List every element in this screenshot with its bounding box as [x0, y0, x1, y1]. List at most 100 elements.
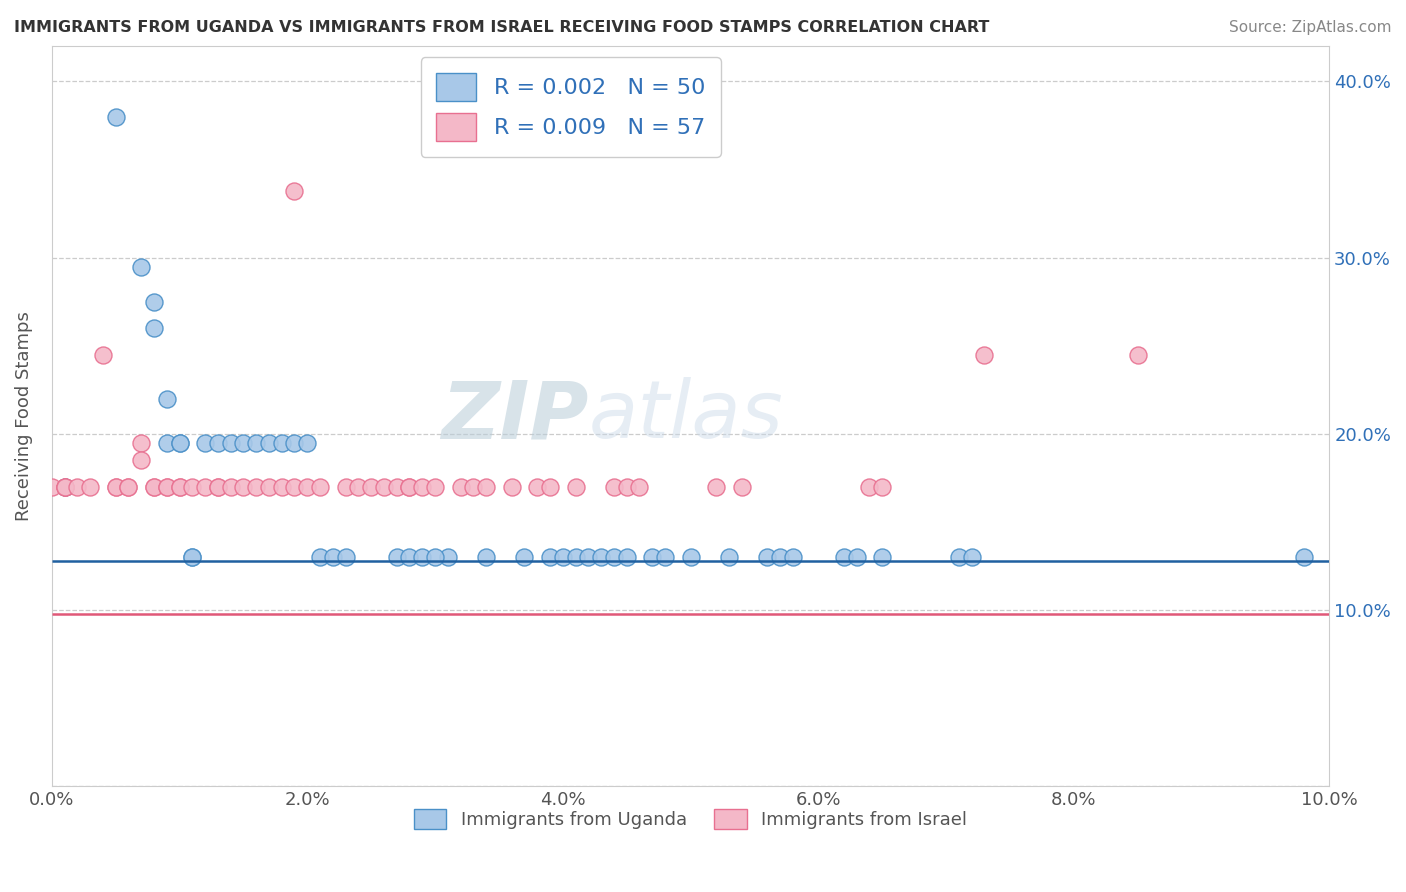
Point: [194, 435, 217, 450]
Point: [513, 550, 536, 565]
Point: [858, 480, 880, 494]
Point: [564, 550, 586, 565]
Point: [79, 480, 101, 494]
Point: [104, 480, 127, 494]
Point: [232, 435, 254, 450]
Point: [347, 480, 370, 494]
Point: [679, 550, 702, 565]
Point: [257, 435, 280, 450]
Point: [142, 480, 165, 494]
Point: [207, 480, 229, 494]
Point: [948, 550, 970, 565]
Point: [436, 550, 458, 565]
Point: [538, 480, 561, 494]
Point: [245, 480, 267, 494]
Point: [717, 550, 740, 565]
Point: [181, 550, 204, 565]
Point: [207, 480, 229, 494]
Point: [1126, 348, 1149, 362]
Point: [53, 480, 76, 494]
Point: [973, 348, 995, 362]
Point: [91, 348, 114, 362]
Point: [245, 435, 267, 450]
Point: [283, 435, 305, 450]
Point: [398, 480, 420, 494]
Point: [450, 480, 472, 494]
Point: [591, 550, 613, 565]
Point: [628, 480, 651, 494]
Point: [194, 480, 217, 494]
Point: [475, 550, 498, 565]
Point: [526, 480, 548, 494]
Point: [169, 435, 191, 450]
Point: [845, 550, 868, 565]
Point: [704, 480, 727, 494]
Point: [129, 260, 152, 274]
Point: [66, 480, 89, 494]
Point: [156, 435, 179, 450]
Point: [423, 480, 446, 494]
Point: [641, 550, 664, 565]
Point: [398, 480, 420, 494]
Point: [960, 550, 983, 565]
Point: [309, 550, 332, 565]
Point: [385, 550, 408, 565]
Point: [654, 550, 676, 565]
Point: [411, 550, 433, 565]
Point: [232, 480, 254, 494]
Point: [142, 480, 165, 494]
Point: [283, 480, 305, 494]
Point: [142, 321, 165, 335]
Point: [475, 480, 498, 494]
Point: [616, 480, 638, 494]
Point: [782, 550, 804, 565]
Point: [104, 110, 127, 124]
Point: [142, 294, 165, 309]
Point: [551, 550, 574, 565]
Point: [335, 480, 357, 494]
Point: [53, 480, 76, 494]
Point: [1292, 550, 1315, 565]
Point: [181, 550, 204, 565]
Point: [603, 480, 626, 494]
Point: [297, 435, 319, 450]
Point: [576, 550, 599, 565]
Point: [564, 480, 586, 494]
Point: [373, 480, 395, 494]
Point: [169, 480, 191, 494]
Point: [603, 550, 626, 565]
Text: ZIP: ZIP: [441, 377, 588, 455]
Point: [41, 480, 63, 494]
Point: [322, 550, 344, 565]
Point: [463, 480, 485, 494]
Y-axis label: Receiving Food Stamps: Receiving Food Stamps: [15, 311, 32, 521]
Point: [181, 480, 204, 494]
Point: [309, 480, 332, 494]
Point: [411, 480, 433, 494]
Point: [129, 435, 152, 450]
Point: [769, 550, 792, 565]
Point: [117, 480, 139, 494]
Text: IMMIGRANTS FROM UGANDA VS IMMIGRANTS FROM ISRAEL RECEIVING FOOD STAMPS CORRELATI: IMMIGRANTS FROM UGANDA VS IMMIGRANTS FRO…: [14, 20, 990, 35]
Point: [297, 480, 319, 494]
Point: [169, 480, 191, 494]
Point: [423, 550, 446, 565]
Text: atlas: atlas: [588, 377, 783, 455]
Point: [156, 480, 179, 494]
Point: [219, 435, 242, 450]
Legend: Immigrants from Uganda, Immigrants from Israel: Immigrants from Uganda, Immigrants from …: [406, 801, 974, 837]
Point: [53, 480, 76, 494]
Point: [360, 480, 382, 494]
Point: [538, 550, 561, 565]
Point: [335, 550, 357, 565]
Point: [117, 480, 139, 494]
Point: [219, 480, 242, 494]
Point: [104, 480, 127, 494]
Point: [156, 392, 179, 406]
Point: [283, 184, 305, 198]
Point: [730, 480, 752, 494]
Point: [257, 480, 280, 494]
Point: [207, 435, 229, 450]
Point: [385, 480, 408, 494]
Point: [832, 550, 855, 565]
